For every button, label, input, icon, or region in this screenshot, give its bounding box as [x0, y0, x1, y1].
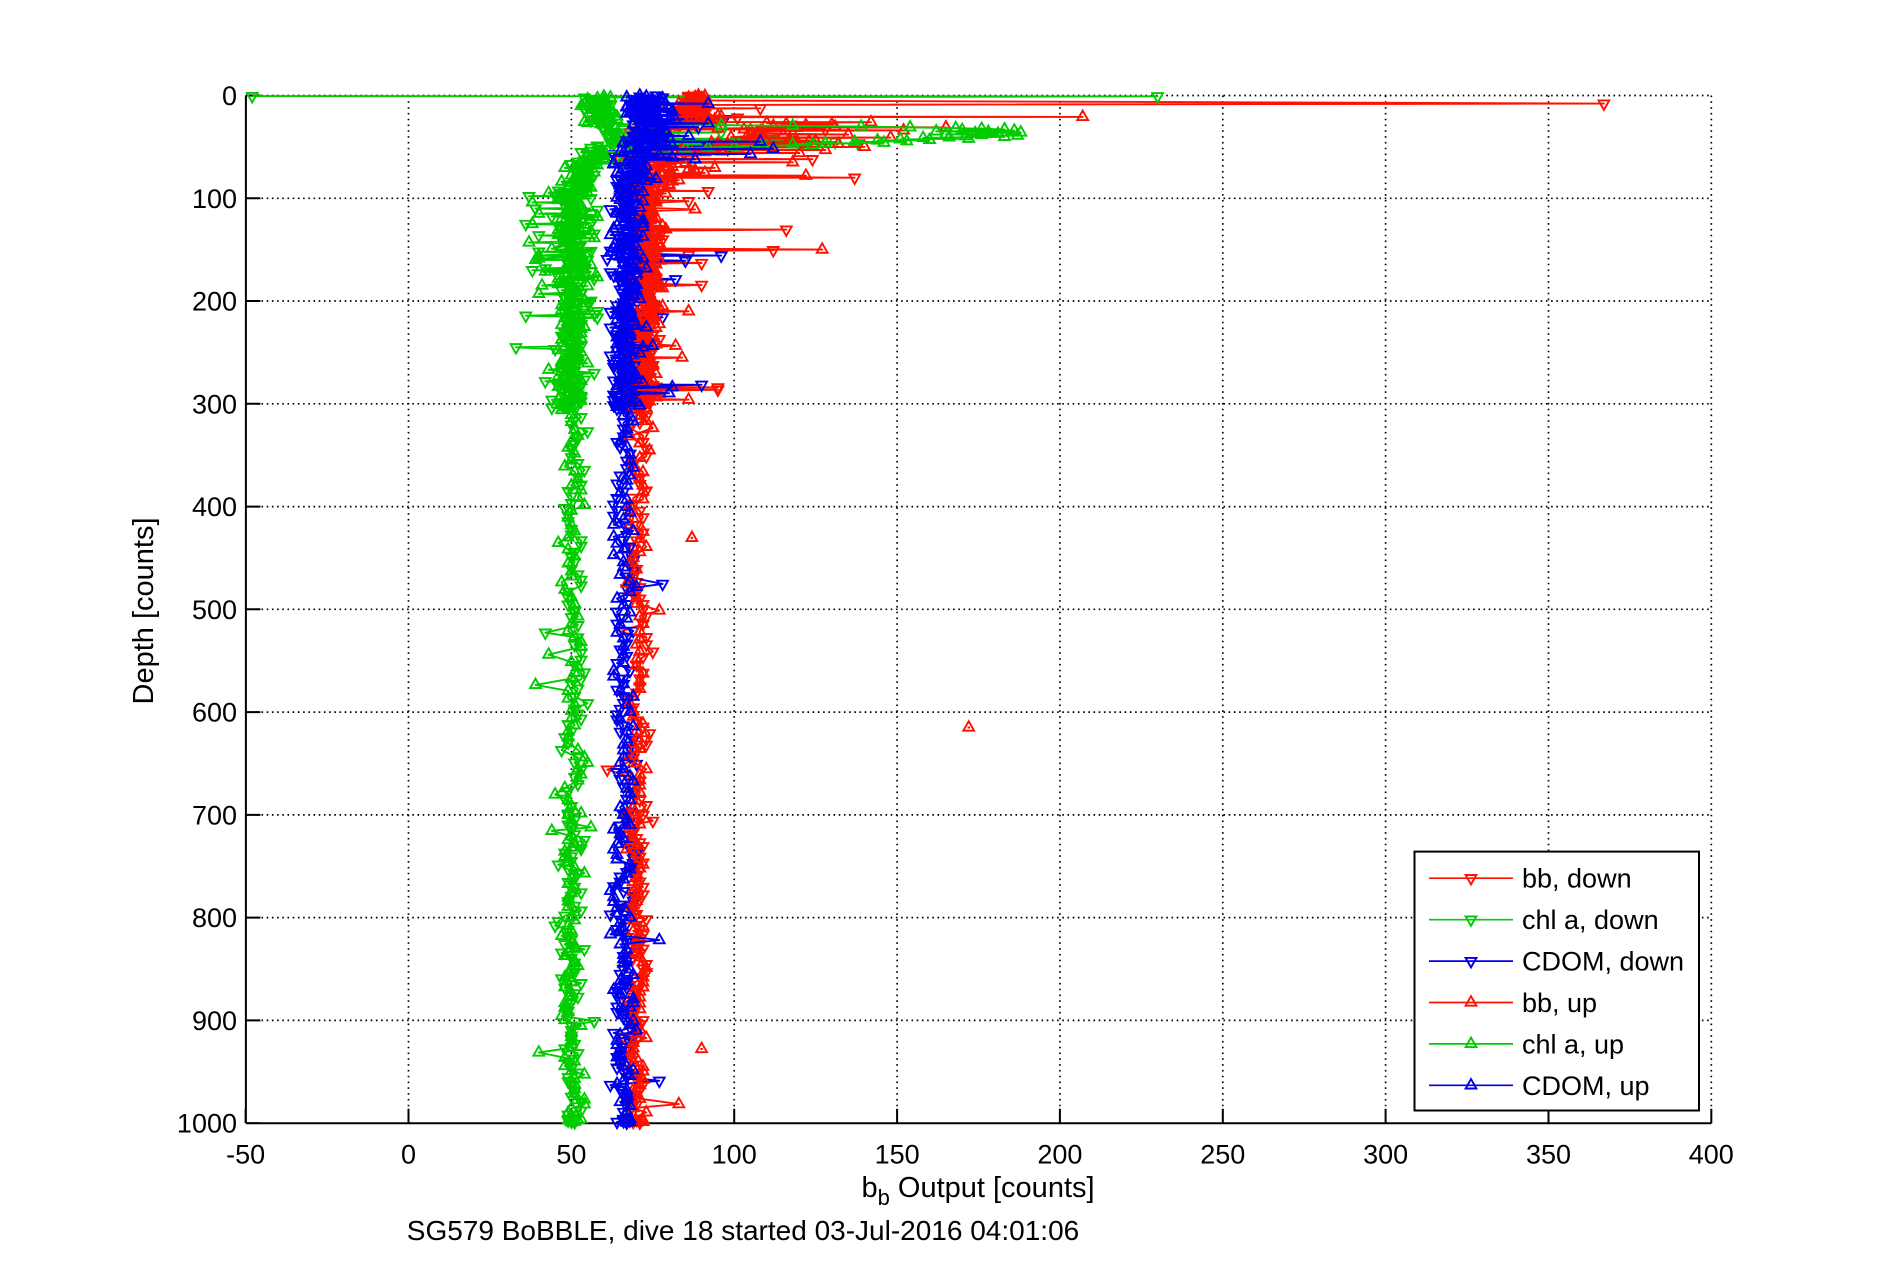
svg-text:CDOM, up: CDOM, up [1522, 1071, 1650, 1101]
svg-text:300: 300 [1363, 1140, 1408, 1170]
svg-text:bb, down: bb, down [1522, 864, 1632, 894]
svg-text:600: 600 [192, 698, 237, 728]
svg-text:bb, up: bb, up [1522, 988, 1597, 1018]
svg-text:200: 200 [192, 287, 237, 317]
svg-text:150: 150 [875, 1140, 920, 1170]
svg-text:200: 200 [1037, 1140, 1082, 1170]
svg-text:700: 700 [192, 800, 237, 830]
svg-text:400: 400 [192, 492, 237, 522]
svg-text:50: 50 [556, 1140, 586, 1170]
svg-text:0: 0 [222, 81, 237, 111]
svg-text:SG579 BoBBLE, dive 18 started: SG579 BoBBLE, dive 18 started 03-Jul-201… [407, 1215, 1079, 1246]
svg-text:500: 500 [192, 595, 237, 625]
svg-text:chl a, down: chl a, down [1522, 905, 1659, 935]
svg-text:CDOM, down: CDOM, down [1522, 947, 1684, 977]
svg-text:1000: 1000 [177, 1109, 237, 1139]
svg-text:800: 800 [192, 903, 237, 933]
svg-text:300: 300 [192, 389, 237, 419]
svg-text:Depth [counts]: Depth [counts] [128, 518, 160, 705]
svg-text:bb Output [counts]: bb Output [counts] [861, 1172, 1094, 1210]
svg-text:250: 250 [1200, 1140, 1245, 1170]
svg-text:350: 350 [1526, 1140, 1571, 1170]
svg-text:0: 0 [401, 1140, 416, 1170]
svg-text:100: 100 [192, 184, 237, 214]
svg-text:900: 900 [192, 1006, 237, 1036]
svg-text:chl a, up: chl a, up [1522, 1029, 1624, 1059]
svg-text:-50: -50 [226, 1140, 265, 1170]
svg-text:100: 100 [712, 1140, 757, 1170]
svg-text:400: 400 [1689, 1140, 1734, 1170]
